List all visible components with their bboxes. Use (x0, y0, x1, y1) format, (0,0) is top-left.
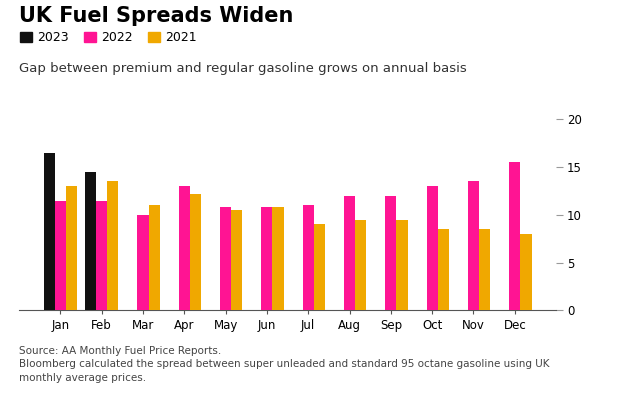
Bar (107, 181, 118, 310)
Bar (355, 220, 366, 310)
Bar (261, 207, 272, 310)
Text: Gap between premium and regular gasoline grows on annual basis: Gap between premium and regular gasoline… (19, 62, 467, 75)
Bar (231, 210, 242, 310)
Bar (438, 229, 449, 310)
Bar (509, 162, 520, 310)
Bar (190, 194, 201, 310)
Bar (148, 205, 160, 310)
Bar (137, 215, 148, 310)
Bar (427, 186, 438, 310)
Bar (385, 196, 396, 310)
Bar (55, 201, 66, 310)
Bar (85, 172, 96, 310)
Bar (272, 207, 284, 310)
Bar (479, 229, 490, 310)
Bar (520, 234, 532, 310)
Bar (396, 220, 408, 310)
Bar (179, 186, 190, 310)
Bar (66, 186, 77, 310)
Bar (220, 207, 231, 310)
Bar (468, 181, 479, 310)
Bar (344, 196, 355, 310)
Bar (303, 205, 314, 310)
Text: Source: AA Monthly Fuel Price Reports.
Bloomberg calculated the spread between s: Source: AA Monthly Fuel Price Reports. B… (19, 346, 550, 382)
Bar (314, 224, 325, 310)
Text: UK Fuel Spreads Widen: UK Fuel Spreads Widen (19, 6, 293, 26)
Legend: 2023, 2022, 2021: 2023, 2022, 2021 (15, 26, 202, 49)
Bar (43, 153, 55, 310)
Bar (96, 201, 107, 310)
